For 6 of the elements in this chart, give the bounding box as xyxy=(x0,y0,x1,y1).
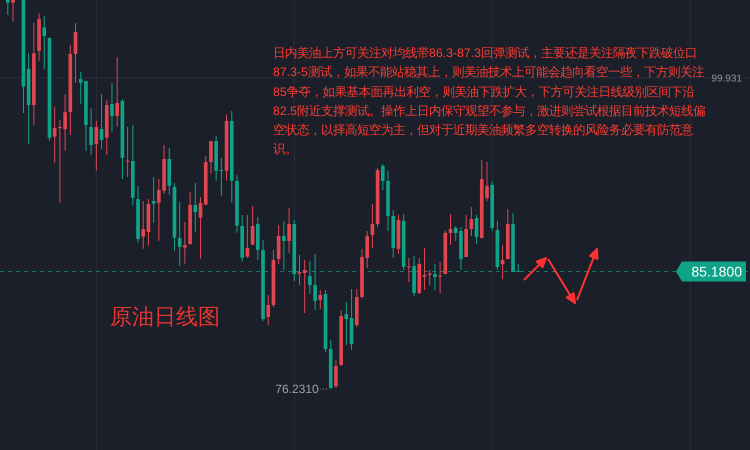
annotation: 76.2310 xyxy=(275,382,320,396)
annotation: 日内美油上方可关注对均线带86.3-87.3回弹测试，主要还是关注隔夜下跌破位口87.3-5测试，如果不能站稳其上，则美油技术上可能会趋向看空一些，下方则关注85争夺，如果基本面再出利空，则美油下跌扩大，下方可关注日线级别区间下沿82.5附近支撑测试。操作上日内保守观望不参与，激进则尝试根据目前技术短线偏空状态，以择高短空为主，但对于近期美油频繁多空转换的风险务必要有防范意识。 xyxy=(273,45,706,158)
price-tag: 85.1800 xyxy=(676,262,746,282)
y-tick-label: 85.1800 xyxy=(691,264,742,280)
y-tick-label: 99.931 xyxy=(711,73,742,84)
text: 原油日线图 xyxy=(110,304,220,329)
